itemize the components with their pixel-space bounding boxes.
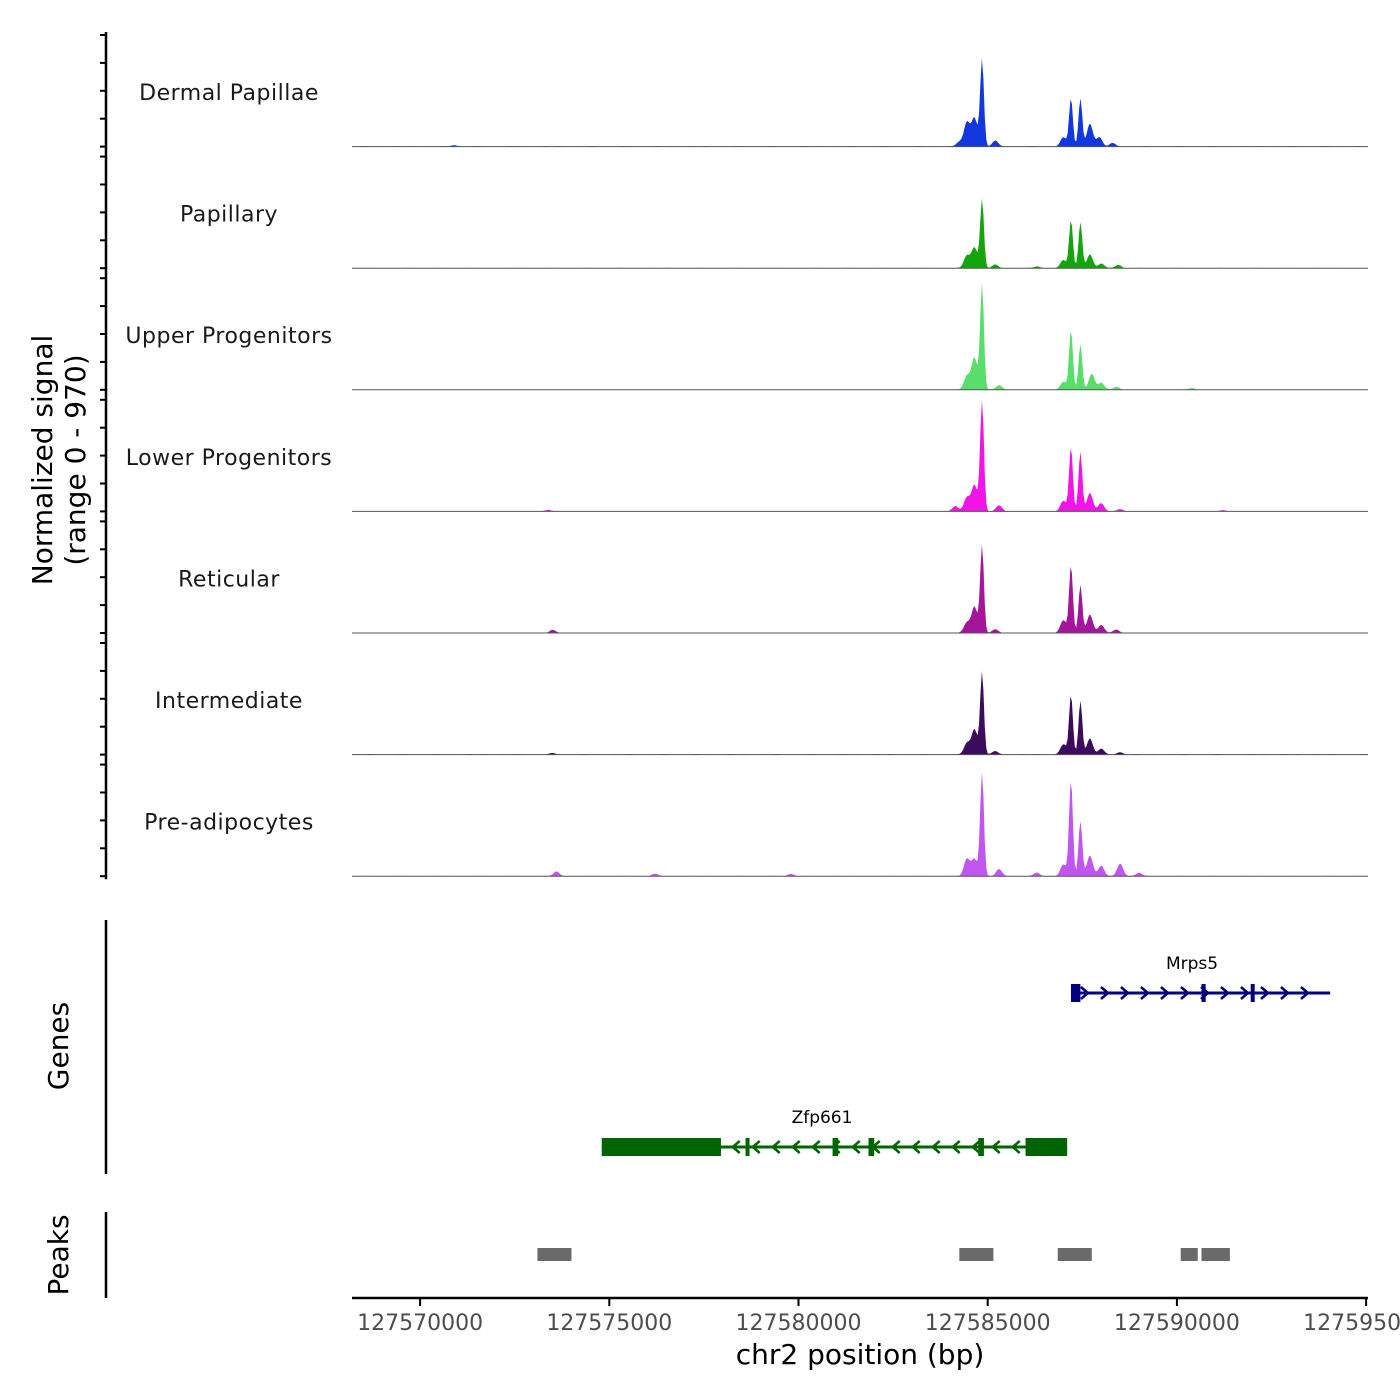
strand-arrow-Zfp661 — [890, 1140, 901, 1154]
peak-region-1 — [959, 1248, 994, 1261]
exon-Zfp661-2 — [832, 1138, 839, 1156]
genes-ylabel: Genes — [42, 1002, 75, 1090]
strand-arrow-Zfp661 — [850, 1140, 861, 1154]
strand-arrow-Mrps5 — [1240, 986, 1250, 1000]
track-label-4: Reticular — [178, 567, 280, 592]
strand-arrow-Zfp661 — [770, 1140, 781, 1154]
peak-region-0 — [537, 1248, 572, 1261]
exon-Mrps5-0 — [1070, 984, 1081, 1002]
track-label-2: Upper Progenitors — [125, 324, 332, 349]
signal-tracks: Dermal Papillae Papillary Upper Progenitor… — [100, 32, 1368, 880]
signal-area-5 — [352, 670, 1368, 755]
strand-arrow-Zfp661 — [950, 1140, 961, 1154]
strand-arrow-Mrps5 — [1280, 986, 1290, 1000]
strand-arrow-Zfp661 — [990, 1140, 1001, 1154]
strand-arrow-Zfp661 — [970, 1140, 981, 1154]
strand-arrow-Mrps5 — [1160, 986, 1170, 1000]
strand-arrow-Mrps5 — [1260, 986, 1270, 1000]
exon-Mrps5-2 — [1250, 984, 1255, 1002]
x-tick-label-4: 127590000 — [1114, 1311, 1240, 1336]
gene-label-Mrps5: Mrps5 — [1166, 954, 1218, 974]
strand-arrow-Mrps5 — [1220, 986, 1230, 1000]
exon-Zfp661-3 — [868, 1138, 875, 1156]
strand-arrow-Mrps5 — [1180, 986, 1190, 1000]
signal-area-6 — [352, 772, 1368, 877]
peak-region-2 — [1057, 1248, 1092, 1261]
strand-arrow-Zfp661 — [750, 1140, 761, 1154]
exon-Mrps5-1 — [1201, 984, 1206, 1002]
exon-Zfp661-0 — [601, 1138, 721, 1156]
track-label-1: Papillary — [180, 203, 278, 228]
x-tick-label-1: 127575000 — [546, 1311, 672, 1336]
exon-Zfp661-4 — [978, 1138, 984, 1156]
gene-label-Zfp661: Zfp661 — [792, 1108, 853, 1128]
track-label-0: Dermal Papillae — [139, 81, 319, 106]
signal-ylabel-line2: (range 0 - 970) — [59, 354, 92, 565]
signal-area-3 — [352, 399, 1368, 512]
track-label-3: Lower Progenitors — [126, 446, 332, 471]
signal-area-0 — [352, 58, 1368, 147]
strand-arrow-Zfp661 — [930, 1140, 941, 1154]
strand-arrow-Zfp661 — [910, 1140, 921, 1154]
peak-track — [104, 1212, 1230, 1298]
track-label-6: Pre-adipocytes — [144, 811, 314, 836]
strand-arrow-Zfp661 — [1010, 1140, 1021, 1154]
peak-region-4 — [1201, 1248, 1230, 1261]
signal-area-1 — [352, 198, 1368, 269]
strand-arrow-Mrps5 — [1100, 986, 1110, 1000]
strand-arrow-Mrps5 — [1120, 986, 1130, 1000]
peak-region-3 — [1180, 1248, 1198, 1261]
exon-Zfp661-1 — [745, 1138, 750, 1156]
x-tick-label-3: 127585000 — [925, 1311, 1051, 1336]
signal-area-2 — [352, 282, 1368, 390]
exon-Zfp661-5 — [1025, 1138, 1068, 1156]
x-axis-title: chr2 position (bp) — [736, 1338, 985, 1371]
x-tick-label-2: 127580000 — [736, 1311, 862, 1336]
x-tick-label-5: 127595000 — [1303, 1311, 1400, 1336]
x-axis: 127570000 127575000 127580000 127585000 1275… — [352, 1296, 1400, 1336]
strand-arrow-Mrps5 — [1140, 986, 1150, 1000]
strand-arrow-Zfp661 — [730, 1140, 741, 1154]
signal-ylabel-line1: Normalized signal — [26, 335, 59, 586]
strand-arrow-Zfp661 — [810, 1140, 821, 1154]
peaks-ylabel: Peaks — [42, 1214, 75, 1295]
strand-arrow-Zfp661 — [790, 1140, 801, 1154]
strand-arrow-Mrps5 — [1300, 986, 1310, 1000]
strand-arrow-Mrps5 — [1080, 986, 1090, 1000]
signal-area-4 — [352, 544, 1368, 633]
gene-track: Mrps5 Zfp661 — [104, 920, 1331, 1174]
track-label-5: Intermediate — [155, 689, 303, 714]
x-tick-label-0: 127570000 — [357, 1311, 483, 1336]
